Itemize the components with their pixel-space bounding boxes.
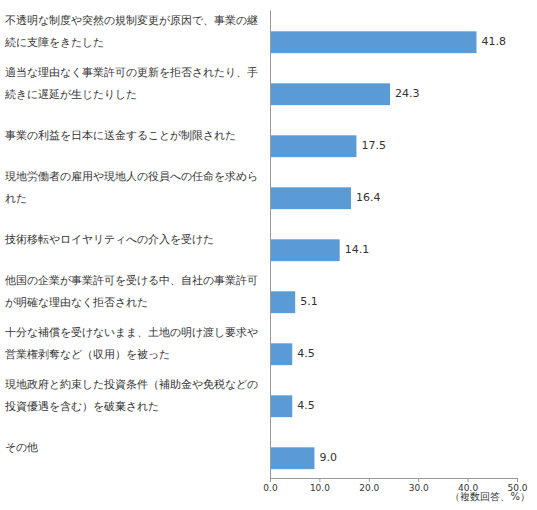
category-label: 他国の企業が事業許可を受ける中、自社の事業許可が明確な理由なく拒否された — [5, 274, 258, 309]
category-label-line: 続に支障をきたした — [4, 36, 104, 49]
bar — [270, 31, 476, 53]
data-label: 4.5 — [297, 399, 315, 412]
x-tick: 30.0 — [409, 478, 429, 493]
x-tick: 20.0 — [359, 478, 379, 493]
y-axis-line — [270, 11, 271, 479]
category-label: 現地政府と約束した投資条件（補助金や免税などの投資優遇を含む）を破棄された — [4, 378, 258, 413]
bar — [270, 395, 292, 417]
category-label-line: 営業権剥奪など（収用）を被った — [5, 348, 170, 361]
category-label-line: れた — [5, 192, 27, 205]
category-label: 事業の利益を日本に送金することが制限された — [5, 129, 236, 142]
x-tick-label: 10.0 — [310, 483, 330, 493]
x-tick: 10.0 — [310, 478, 330, 493]
category-label-line: 他国の企業が事業許可を受ける中、自社の事業許可 — [5, 274, 258, 287]
category-label-line: が明確な理由なく拒否された — [5, 296, 148, 309]
bar — [270, 291, 295, 313]
category-label: 十分な補償を受けないまま、土地の明け渡し要求や営業権剥奪など（収用）を被った — [5, 326, 258, 361]
category-label: 適当な理由なく事業許可の更新を拒否されたり、手続きに遅延が生じたりした — [4, 66, 258, 101]
category-label: その他 — [5, 441, 38, 454]
category-label: 不透明な制度や突然の規制変更が原因で、事業の継続に支障をきたした — [4, 14, 258, 49]
data-label: 9.0 — [319, 451, 337, 464]
x-tick-label: 30.0 — [409, 483, 429, 493]
data-label: 24.3 — [395, 87, 420, 100]
category-label: 現地労働者の雇用や現地人の役員への任命を求められた — [5, 170, 258, 205]
category-label-line: 続きに遅延が生じたりした — [4, 88, 137, 101]
x-tick-mark — [319, 478, 320, 482]
category-label-line: 現地労働者の雇用や現地人の役員への任命を求めら — [5, 170, 258, 183]
bar — [270, 447, 314, 469]
x-tick-mark — [270, 478, 271, 482]
chart: 41.8 24.3 17.5 16.4 14.1 5.1 4.5 4.5 9.0 不透明な制度や突… — [0, 0, 537, 510]
data-label: 14.1 — [345, 243, 370, 256]
x-axis-title: （複数回答、%） — [450, 491, 530, 502]
x-tick: 0.0 — [263, 478, 278, 493]
y-axis — [270, 11, 271, 479]
bar — [270, 135, 356, 157]
category-label-line: 技術移転やロイヤリティへの介入を受けた — [4, 233, 214, 246]
bar — [270, 239, 340, 261]
x-tick-mark — [517, 478, 518, 482]
category-label-line: その他 — [5, 441, 38, 454]
category-label-line: 事業の利益を日本に送金することが制限された — [5, 129, 236, 142]
bar — [270, 187, 351, 209]
data-label: 41.8 — [481, 35, 506, 48]
bars — [270, 31, 476, 469]
data-label: 16.4 — [356, 191, 381, 204]
x-tick-label: 0.0 — [263, 483, 278, 493]
data-labels: 41.8 24.3 17.5 16.4 14.1 5.1 4.5 4.5 9.0 — [297, 35, 506, 464]
data-label: 4.5 — [297, 347, 315, 360]
category-label: 技術移転やロイヤリティへの介入を受けた — [4, 233, 214, 246]
x-tick-mark — [418, 478, 419, 482]
category-label-line: 十分な補償を受けないまま、土地の明け渡し要求や — [5, 326, 258, 339]
category-label-line: 現地政府と約束した投資条件（補助金や免税などの — [5, 378, 258, 391]
category-label-line: 適当な理由なく事業許可の更新を拒否されたり、手 — [5, 66, 258, 79]
x-axis-line — [271, 479, 518, 483]
x-tick-mark — [468, 478, 469, 482]
bar — [270, 343, 292, 365]
bar — [270, 83, 390, 105]
x-tick-mark — [369, 478, 370, 482]
category-labels: 不透明な制度や突然の規制変更が原因で、事業の継続に支障をきたした適当な理由なく事… — [4, 14, 258, 454]
category-label-line: 不透明な制度や突然の規制変更が原因で、事業の継 — [5, 14, 258, 27]
category-label-line: 投資優遇を含む）を破棄された — [4, 400, 159, 413]
data-label: 17.5 — [361, 139, 386, 152]
data-label: 5.1 — [300, 295, 318, 308]
x-tick-label: 20.0 — [359, 483, 379, 493]
